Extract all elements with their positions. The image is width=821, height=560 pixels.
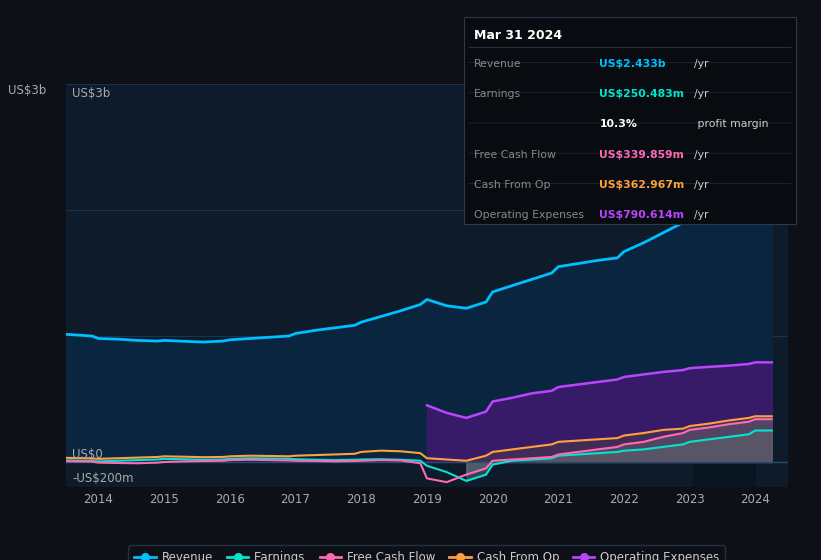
Text: US$0: US$0 [72, 448, 103, 461]
Text: /yr: /yr [694, 150, 709, 160]
Text: /yr: /yr [694, 89, 709, 99]
Text: -US$200m: -US$200m [72, 472, 134, 485]
Text: US$2.433b: US$2.433b [599, 59, 666, 69]
Text: US$3b: US$3b [8, 84, 47, 97]
Bar [693, 84, 755, 487]
Legend: Revenue, Earnings, Free Cash Flow, Cash From Op, Operating Expenses: Revenue, Earnings, Free Cash Flow, Cash … [128, 545, 726, 560]
Text: /yr: /yr [694, 210, 709, 220]
Text: Free Cash Flow: Free Cash Flow [474, 150, 556, 160]
Text: US$362.967m: US$362.967m [599, 180, 685, 190]
Text: US$250.483m: US$250.483m [599, 89, 685, 99]
Text: Cash From Op: Cash From Op [474, 180, 550, 190]
Text: US$339.859m: US$339.859m [599, 150, 684, 160]
Text: profit margin: profit margin [694, 119, 768, 129]
Text: 10.3%: 10.3% [599, 119, 637, 129]
Text: /yr: /yr [694, 59, 709, 69]
Text: Earnings: Earnings [474, 89, 521, 99]
Text: Mar 31 2024: Mar 31 2024 [474, 29, 562, 42]
Text: US$790.614m: US$790.614m [599, 210, 685, 220]
Text: /yr: /yr [694, 180, 709, 190]
Text: Operating Expenses: Operating Expenses [474, 210, 584, 220]
Text: US$3b: US$3b [72, 86, 111, 100]
Text: Revenue: Revenue [474, 59, 521, 69]
